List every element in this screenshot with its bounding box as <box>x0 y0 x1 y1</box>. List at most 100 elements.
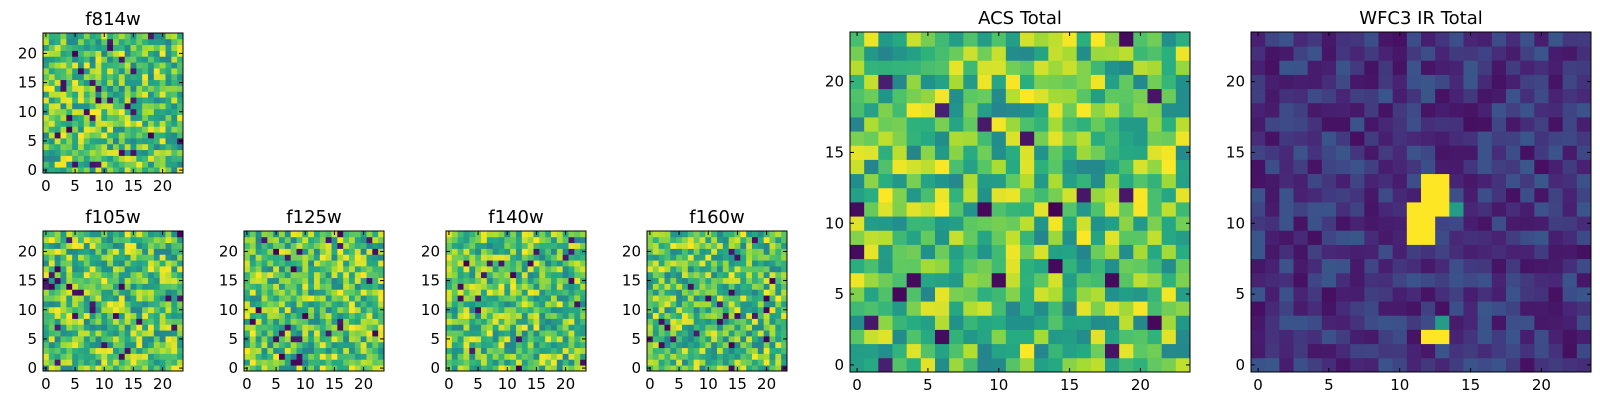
heatmap-cell <box>1463 244 1479 260</box>
heatmap-cell <box>130 353 137 360</box>
heatmap-cell <box>670 289 677 296</box>
heatmap-cell <box>850 315 865 330</box>
heatmap-cell <box>171 248 178 255</box>
x-tick-label: 15 <box>728 375 747 393</box>
heatmap-cell <box>60 306 67 314</box>
heatmap-cell <box>757 359 765 366</box>
heatmap-cell <box>545 242 552 249</box>
heatmap-cell <box>1364 145 1379 160</box>
heatmap-cell <box>568 347 575 354</box>
heatmap-cell <box>1119 202 1134 217</box>
heatmap-cell <box>1062 46 1078 61</box>
heatmap-cell <box>60 62 67 69</box>
heatmap-cell <box>1364 173 1379 189</box>
heatmap-cell <box>1520 60 1535 75</box>
heatmap-cell <box>498 277 505 284</box>
heatmap-cell <box>142 254 149 261</box>
heatmap-cell <box>337 248 344 255</box>
heatmap-cell <box>1520 32 1535 47</box>
heatmap-cell <box>113 38 120 46</box>
heatmap-cell <box>1364 315 1379 330</box>
heatmap-cell <box>1534 173 1549 189</box>
heatmap-cell <box>349 353 356 360</box>
heatmap-cell <box>892 202 908 217</box>
heatmap-cell <box>1147 343 1163 359</box>
heatmap-cell <box>171 167 178 174</box>
heatmap-cell <box>562 295 569 302</box>
heatmap-cell <box>728 312 735 319</box>
heatmap-cell <box>906 216 922 231</box>
heatmap-cell <box>159 295 166 302</box>
axes-frame <box>243 230 385 372</box>
heatmap-cell <box>1048 244 1063 260</box>
heatmap-cell <box>60 260 67 267</box>
heatmap-cell <box>101 324 108 331</box>
heatmap-cell <box>354 312 362 319</box>
heatmap-cell <box>781 347 788 354</box>
heatmap-cell <box>60 353 67 360</box>
heatmap-cell <box>757 295 765 302</box>
y-tick-label: 5 <box>430 330 440 348</box>
heatmap-cell <box>331 353 338 360</box>
heatmap-cell <box>113 271 120 279</box>
heatmap-cell <box>171 97 178 104</box>
heatmap-cell <box>728 318 735 325</box>
heatmap-cell <box>171 56 178 63</box>
heatmap-cell <box>850 272 865 288</box>
heatmap-cell <box>113 318 120 325</box>
heatmap-cell <box>148 85 155 92</box>
heatmap-cell <box>935 230 950 245</box>
heatmap-cell <box>1562 287 1578 302</box>
heatmap-cell <box>687 318 695 325</box>
heatmap-cell <box>740 330 747 337</box>
heatmap-cell <box>556 277 564 284</box>
heatmap-cell <box>1076 145 1092 160</box>
heatmap-cell <box>1133 131 1148 146</box>
heatmap-cell <box>516 248 523 255</box>
heatmap-cell <box>717 242 724 249</box>
heatmap-cell <box>568 301 575 308</box>
heatmap-cell <box>682 318 689 325</box>
heatmap-cell <box>83 103 91 110</box>
heatmap-cell <box>113 44 120 51</box>
heatmap-cell <box>159 56 166 63</box>
heatmap-cell <box>48 271 56 279</box>
heatmap-cell <box>101 143 108 151</box>
heatmap-cell <box>1576 159 1592 175</box>
heatmap-cell <box>378 271 385 279</box>
heatmap-cell <box>43 289 50 296</box>
heatmap-cell <box>658 347 665 354</box>
heatmap-cell <box>48 248 56 255</box>
heatmap-cell <box>113 283 120 290</box>
heatmap-cell <box>711 236 718 244</box>
heatmap-cell <box>118 330 126 337</box>
heatmap-cell <box>746 318 753 325</box>
heatmap-cell <box>153 161 161 168</box>
heatmap-cell <box>556 324 564 331</box>
heatmap-cell <box>95 353 102 360</box>
heatmap-cell <box>148 260 155 267</box>
heatmap-cell <box>130 254 137 261</box>
heatmap-cell <box>652 341 660 349</box>
heatmap-cell <box>963 46 978 61</box>
heatmap-cell <box>153 312 161 319</box>
heatmap-cell <box>314 271 321 279</box>
heatmap-cell <box>290 359 297 366</box>
heatmap-cell <box>539 277 546 284</box>
heatmap-cell <box>1435 343 1450 359</box>
heatmap-cell <box>498 289 505 296</box>
heatmap-cell <box>153 341 161 349</box>
heatmap-cell <box>682 312 689 319</box>
heatmap-cell <box>60 38 67 46</box>
heatmap-cell <box>89 50 96 57</box>
heatmap-cell <box>66 306 73 314</box>
heatmap-cell <box>261 359 268 366</box>
heatmap-cell <box>699 347 706 354</box>
heatmap-cell <box>1378 272 1394 288</box>
heatmap-cell <box>159 161 166 168</box>
heatmap-cell <box>343 260 350 267</box>
heatmap-cell <box>545 365 552 372</box>
heatmap-cell <box>142 97 149 104</box>
